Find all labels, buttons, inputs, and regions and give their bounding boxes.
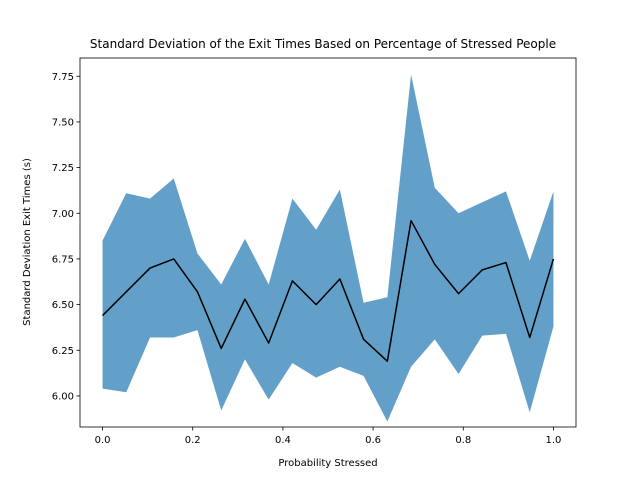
- x-axis-label: Probability Stressed: [278, 458, 377, 469]
- y-tick-label: 6.50: [52, 300, 74, 311]
- y-tick-label: 7.00: [52, 209, 74, 220]
- chart-title: Standard Deviation of the Exit Times Bas…: [90, 37, 556, 51]
- plot-frame: [79, 57, 577, 428]
- x-tick-label: 1.0: [546, 435, 562, 446]
- x-tick-label: 0.2: [185, 435, 201, 446]
- y-tick-label: 6.00: [52, 391, 74, 402]
- y-axis-label: Standard Deviation Exit Times (s): [22, 158, 33, 326]
- x-axis: 0.0 0.2 0.4 0.6 0.8 1.0: [95, 427, 562, 446]
- x-tick-label: 0.4: [275, 435, 291, 446]
- y-tick-label: 7.25: [52, 163, 74, 174]
- y-tick-label: 7.50: [52, 117, 74, 128]
- y-tick-label: 6.25: [52, 346, 74, 357]
- mean-line: [102, 219, 555, 362]
- y-tick-label: 7.75: [52, 72, 74, 83]
- x-tick-label: 0.0: [95, 435, 111, 446]
- y-tick-label: 6.75: [52, 254, 74, 265]
- x-tick-label: 0.6: [365, 435, 381, 446]
- x-tick-label: 0.8: [455, 435, 471, 446]
- std-band: [102, 74, 554, 422]
- plot-area: [102, 74, 555, 422]
- y-axis: 6.00 6.25 6.50 6.75 7.00 7.25 7.50 7.75: [52, 72, 80, 402]
